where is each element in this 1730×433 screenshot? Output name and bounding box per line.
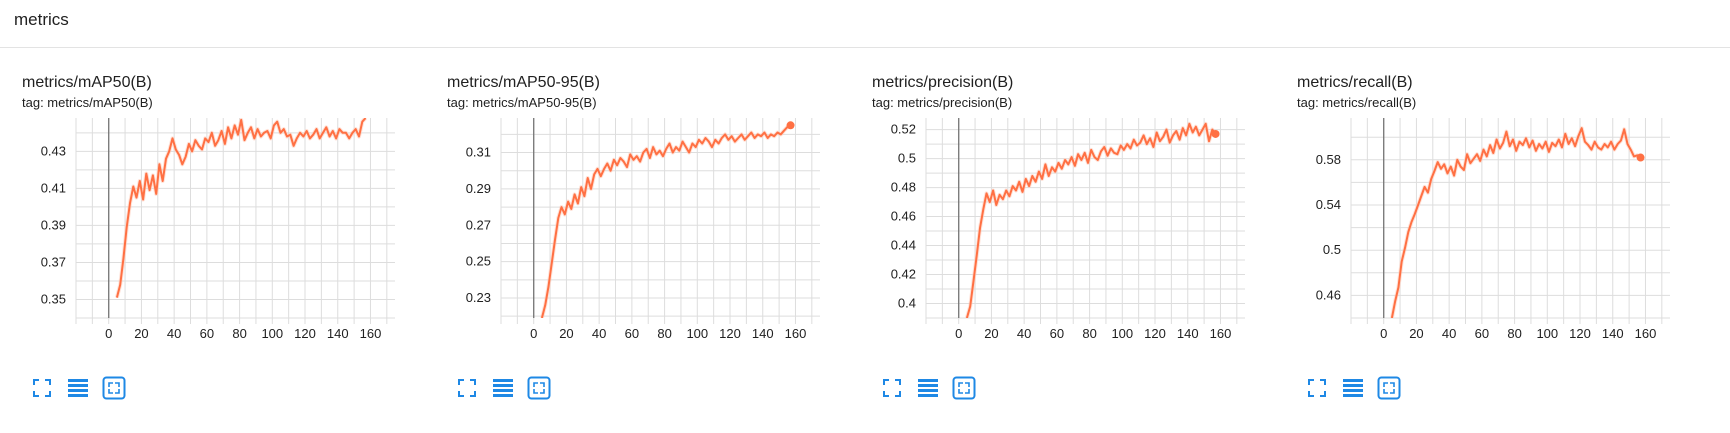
x-tick-label: 100 xyxy=(686,326,708,341)
series-raw-line xyxy=(539,123,792,318)
x-tick-label: 120 xyxy=(719,326,741,341)
x-tick-label: 80 xyxy=(1082,326,1096,341)
y-tick-label: 0.44 xyxy=(891,238,916,253)
y-tick-label: 0.43 xyxy=(41,143,66,158)
y-tick-label: 0.46 xyxy=(891,209,916,224)
x-tick-label: 40 xyxy=(1442,326,1456,341)
y-tick-label: 0.29 xyxy=(466,181,491,196)
x-tick-label: 120 xyxy=(1144,326,1166,341)
fit-domain-icon[interactable] xyxy=(952,376,976,400)
card-tag: tag: metrics/precision(B) xyxy=(872,95,1013,110)
y-tick-label: 0.41 xyxy=(41,180,66,195)
chart-plot[interactable]: 0.35 0.37 0.39 0.41 0.43 0 20 40 60 80 100 120 140 16… xyxy=(0,118,425,364)
x-tick-label: 60 xyxy=(1050,326,1064,341)
chart-card-precision: metrics/precision(B) tag: metrics/precis… xyxy=(850,64,1275,424)
fullscreen-icon[interactable] xyxy=(455,376,479,400)
fullscreen-icon[interactable] xyxy=(880,376,904,400)
x-tick-label: 160 xyxy=(1210,326,1232,341)
y-tick-label: 0.52 xyxy=(891,122,916,137)
x-tick-label: 20 xyxy=(134,326,148,341)
x-tick-label: 80 xyxy=(1507,326,1521,341)
data-table-icon[interactable] xyxy=(66,376,90,400)
card-title: metrics/mAP50-95(B) xyxy=(447,74,600,91)
x-tick-label: 40 xyxy=(167,326,181,341)
x-tick-label: 20 xyxy=(559,326,573,341)
y-tick-label: 0.35 xyxy=(41,291,66,306)
series-endpoint xyxy=(1211,129,1220,138)
x-tick-label: 80 xyxy=(657,326,671,341)
x-tick-label: 40 xyxy=(1017,326,1031,341)
x-tick-label: 0 xyxy=(955,326,962,341)
card-title: metrics/recall(B) xyxy=(1297,74,1413,91)
fullscreen-icon[interactable] xyxy=(30,376,54,400)
series-raw-line xyxy=(114,118,368,299)
series-line xyxy=(540,124,792,318)
x-tick-label: 140 xyxy=(752,326,774,341)
series-endpoint xyxy=(786,121,795,130)
y-tick-label: 0.5 xyxy=(898,151,916,166)
x-tick-label: 0 xyxy=(1380,326,1387,341)
x-tick-label: 0 xyxy=(530,326,537,341)
y-tick-label: 0.39 xyxy=(41,217,66,232)
x-tick-label: 140 xyxy=(327,326,349,341)
x-tick-label: 100 xyxy=(261,326,283,341)
x-tick-label: 60 xyxy=(625,326,639,341)
card-tag: tag: metrics/recall(B) xyxy=(1297,95,1417,110)
y-tick-label: 0.58 xyxy=(1316,152,1341,167)
card-tag: tag: metrics/mAP50(B) xyxy=(22,95,153,110)
chart-plot[interactable]: 0.23 0.25 0.27 0.29 0.31 0 20 40 60 80 100 120 140 16… xyxy=(425,118,850,364)
x-tick-label: 100 xyxy=(1536,326,1558,341)
x-tick-label: 120 xyxy=(294,326,316,341)
data-table-icon[interactable] xyxy=(491,376,515,400)
x-tick-label: 20 xyxy=(1409,326,1423,341)
fit-domain-icon[interactable] xyxy=(527,376,551,400)
y-tick-label: 0.5 xyxy=(1323,242,1341,257)
fit-domain-icon[interactable] xyxy=(1377,376,1401,400)
chart-card-map50-95: metrics/mAP50-95(B) tag: metrics/mAP50-9… xyxy=(425,64,850,424)
y-tick-label: 0.23 xyxy=(466,290,491,305)
y-tick-label: 0.42 xyxy=(891,267,916,282)
x-tick-label: 160 xyxy=(1635,326,1657,341)
series-line xyxy=(1390,127,1642,318)
data-table-icon[interactable] xyxy=(1341,376,1365,400)
x-tick-label: 140 xyxy=(1177,326,1199,341)
card-tag: tag: metrics/mAP50-95(B) xyxy=(447,95,597,110)
x-tick-label: 80 xyxy=(232,326,246,341)
x-tick-label: 20 xyxy=(984,326,998,341)
chart-plot[interactable]: 0.46 0.5 0.54 0.58 0 20 40 60 80 100 120 140 160 xyxy=(1275,118,1700,364)
series-raw-line xyxy=(1389,126,1642,318)
x-tick-label: 160 xyxy=(360,326,382,341)
section-header: metrics xyxy=(0,0,1730,48)
x-tick-label: 60 xyxy=(1475,326,1489,341)
card-title: metrics/mAP50(B) xyxy=(22,74,152,91)
y-tick-label: 0.48 xyxy=(891,180,916,195)
series-endpoint xyxy=(1636,153,1645,162)
series-line xyxy=(115,118,367,298)
chart-card-map50: metrics/mAP50(B) tag: metrics/mAP50(B) 0… xyxy=(0,64,425,424)
x-tick-label: 140 xyxy=(1602,326,1624,341)
card-title: metrics/precision(B) xyxy=(872,74,1014,91)
section-title: metrics xyxy=(14,10,69,29)
x-tick-label: 60 xyxy=(200,326,214,341)
fullscreen-icon[interactable] xyxy=(1305,376,1329,400)
x-tick-label: 40 xyxy=(592,326,606,341)
y-tick-label: 0.31 xyxy=(466,145,491,160)
x-tick-label: 120 xyxy=(1569,326,1591,341)
y-tick-label: 0.4 xyxy=(898,296,916,311)
chart-card-recall: metrics/recall(B) tag: metrics/recall(B)… xyxy=(1275,64,1700,424)
x-tick-label: 0 xyxy=(105,326,112,341)
chart-plot[interactable]: 0.4 0.42 0.44 0.46 0.48 0.5 0.52 0 20 40 60 80 100 12… xyxy=(850,118,1275,364)
y-tick-label: 0.27 xyxy=(466,217,491,232)
y-tick-label: 0.46 xyxy=(1316,287,1341,302)
y-tick-label: 0.25 xyxy=(466,254,491,269)
y-tick-label: 0.54 xyxy=(1316,197,1341,212)
fit-domain-icon[interactable] xyxy=(102,376,126,400)
data-table-icon[interactable] xyxy=(916,376,940,400)
x-tick-label: 160 xyxy=(785,326,807,341)
y-tick-label: 0.37 xyxy=(41,254,66,269)
x-tick-label: 100 xyxy=(1111,326,1133,341)
series-line xyxy=(965,122,1217,318)
